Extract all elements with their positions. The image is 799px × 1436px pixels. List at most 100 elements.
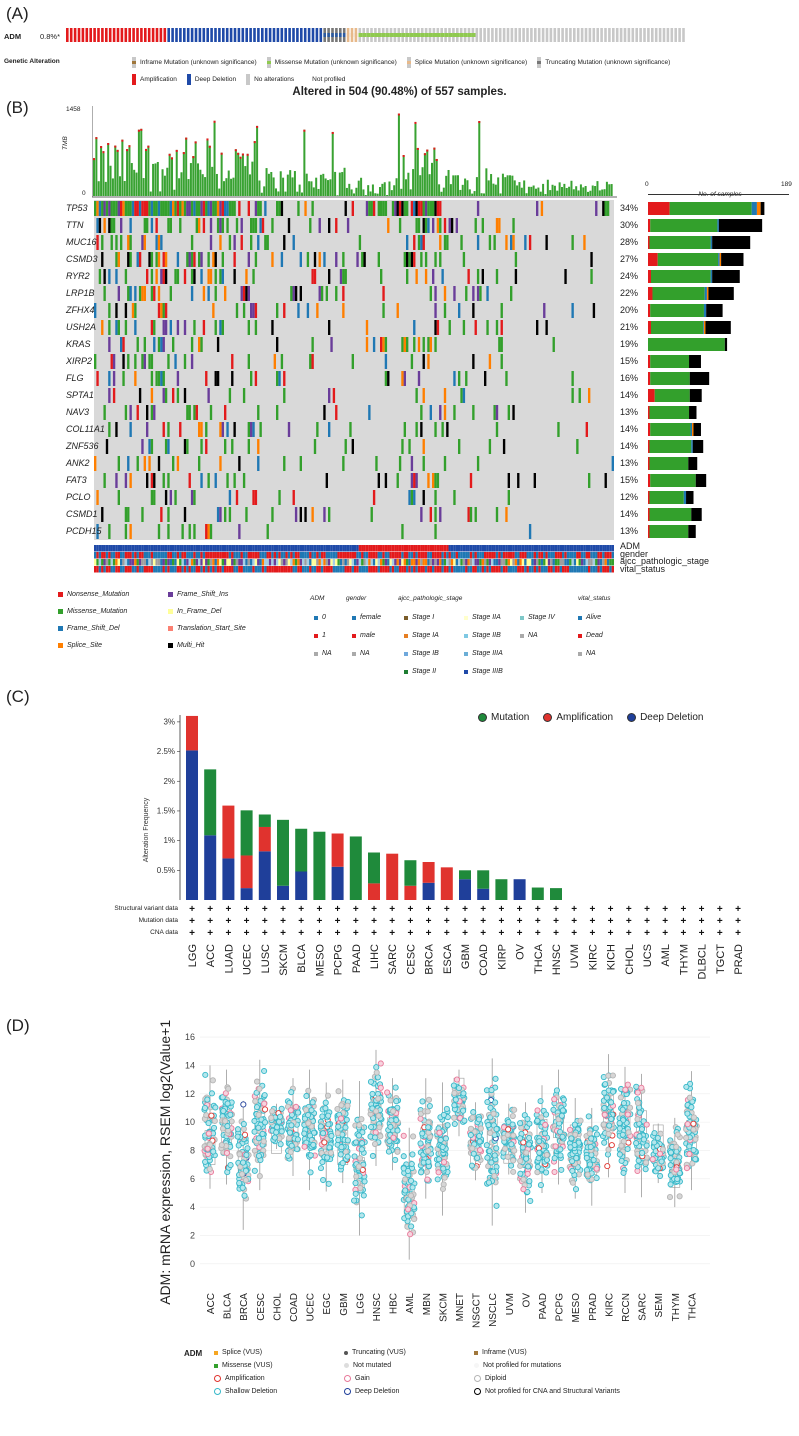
gene-bar-nonsense bbox=[648, 474, 651, 487]
annotation-cell bbox=[176, 559, 180, 566]
annotation-cell bbox=[330, 559, 333, 566]
missense-mark bbox=[378, 33, 382, 37]
annotation-cell bbox=[264, 545, 267, 552]
annotation-cell bbox=[531, 552, 534, 559]
annotation-cell bbox=[318, 552, 321, 559]
mutation-cell bbox=[183, 201, 187, 216]
sample-point bbox=[369, 1152, 376, 1160]
annotation-cell bbox=[320, 545, 324, 552]
annotation-cell bbox=[502, 559, 506, 566]
gene-bar-missense bbox=[648, 338, 725, 351]
mutation-cell bbox=[238, 524, 241, 539]
annotation-cell bbox=[493, 552, 496, 559]
mutation-cell bbox=[190, 235, 194, 250]
mutation-cell bbox=[372, 201, 376, 216]
mutation-cell bbox=[472, 303, 475, 318]
sample-point bbox=[292, 1103, 300, 1110]
annotation-cell bbox=[472, 552, 475, 559]
annotation-cell bbox=[554, 545, 558, 552]
y-tick-label: 14 bbox=[185, 1060, 195, 1070]
truncating-mark bbox=[331, 33, 334, 37]
annotation-cell bbox=[278, 559, 281, 566]
tmb-bar bbox=[119, 176, 122, 196]
annotation-cell bbox=[583, 545, 586, 552]
mutation-cell bbox=[590, 252, 593, 267]
annotation-cell bbox=[363, 566, 366, 573]
annotation-cell bbox=[566, 545, 570, 552]
annotation-cell bbox=[611, 559, 614, 566]
annotation-cell bbox=[198, 559, 201, 566]
legend-gender-title: gender bbox=[346, 595, 367, 602]
sample-cell-deep_deletion bbox=[311, 28, 315, 42]
sample-point bbox=[485, 1122, 492, 1129]
bar-amplification bbox=[440, 867, 453, 900]
gene-bar-frameshift_del bbox=[691, 440, 693, 453]
annotation-cell bbox=[240, 566, 243, 573]
annotation-cell bbox=[101, 559, 104, 566]
tmb-bar bbox=[587, 191, 590, 196]
sample-cell-deep_deletion bbox=[225, 28, 229, 42]
sample-cell-no_alterations bbox=[639, 28, 642, 42]
sample-point bbox=[404, 1167, 412, 1175]
sample-point bbox=[358, 1140, 366, 1147]
annotation-cell bbox=[148, 559, 151, 566]
mutation-cell bbox=[115, 422, 118, 437]
category-label: UVM bbox=[569, 944, 581, 968]
sample-point bbox=[525, 1141, 533, 1148]
annotation-cell bbox=[134, 545, 137, 552]
mutation-cell bbox=[174, 490, 177, 505]
sample-point bbox=[534, 1163, 541, 1170]
tmb-bar bbox=[275, 188, 278, 196]
annotation-cell bbox=[115, 559, 118, 566]
annotation-cell bbox=[422, 545, 425, 552]
mutation-cell bbox=[226, 422, 229, 437]
mutation-cell bbox=[136, 405, 139, 420]
mutation-cell bbox=[432, 218, 435, 233]
tmb-bar bbox=[362, 189, 365, 196]
mutation-cell bbox=[299, 252, 302, 267]
annotation-cell bbox=[439, 559, 442, 566]
mutation-cell bbox=[415, 269, 418, 284]
annotation-cell bbox=[183, 559, 187, 566]
annotation-cell bbox=[172, 566, 175, 573]
annotation-cell bbox=[349, 552, 352, 559]
mutation-cell bbox=[514, 269, 518, 284]
tmb-bar bbox=[445, 175, 448, 196]
data-availability-marker: + bbox=[207, 916, 213, 927]
annotation-cell bbox=[186, 552, 189, 559]
mutation-cell bbox=[571, 235, 574, 250]
mutation-cell bbox=[328, 320, 331, 335]
sample-point bbox=[288, 1142, 295, 1149]
annotation-cell bbox=[332, 552, 336, 559]
annotation-cell bbox=[238, 545, 241, 552]
annotation-cell bbox=[536, 566, 539, 573]
annotation-cell bbox=[221, 566, 224, 573]
annotation-cell bbox=[247, 559, 250, 566]
sample-point bbox=[651, 1139, 658, 1146]
sample-point bbox=[541, 1130, 548, 1137]
gene-bar-nonsense bbox=[648, 508, 650, 521]
annotation-cell bbox=[254, 566, 258, 573]
annotation-cell bbox=[479, 566, 482, 573]
mutation-cell bbox=[247, 320, 250, 335]
sample-point bbox=[409, 1184, 416, 1191]
mutation-cell bbox=[422, 201, 425, 216]
tmb-bar bbox=[449, 184, 452, 196]
annotation-cell bbox=[103, 559, 106, 566]
legend-vital-items: Alive Dead NA bbox=[578, 614, 603, 668]
bar-axis-line bbox=[648, 194, 789, 195]
annotation-cell bbox=[450, 559, 454, 566]
mutation-cell bbox=[469, 507, 473, 522]
sample-point bbox=[492, 1099, 499, 1106]
mutation-cell bbox=[401, 371, 404, 386]
tmb-bar-top bbox=[171, 157, 174, 160]
sample-point bbox=[351, 1197, 358, 1204]
mutation-cell bbox=[434, 337, 437, 352]
data-availability-marker: + bbox=[316, 904, 322, 915]
annotation-cell bbox=[361, 559, 364, 566]
tmb-bar-top bbox=[121, 139, 124, 142]
mutation-cell bbox=[410, 201, 414, 216]
category-label: KIRC bbox=[604, 1293, 615, 1317]
sample-point bbox=[310, 1141, 317, 1148]
tmb-axis-min: 0 bbox=[82, 190, 86, 197]
